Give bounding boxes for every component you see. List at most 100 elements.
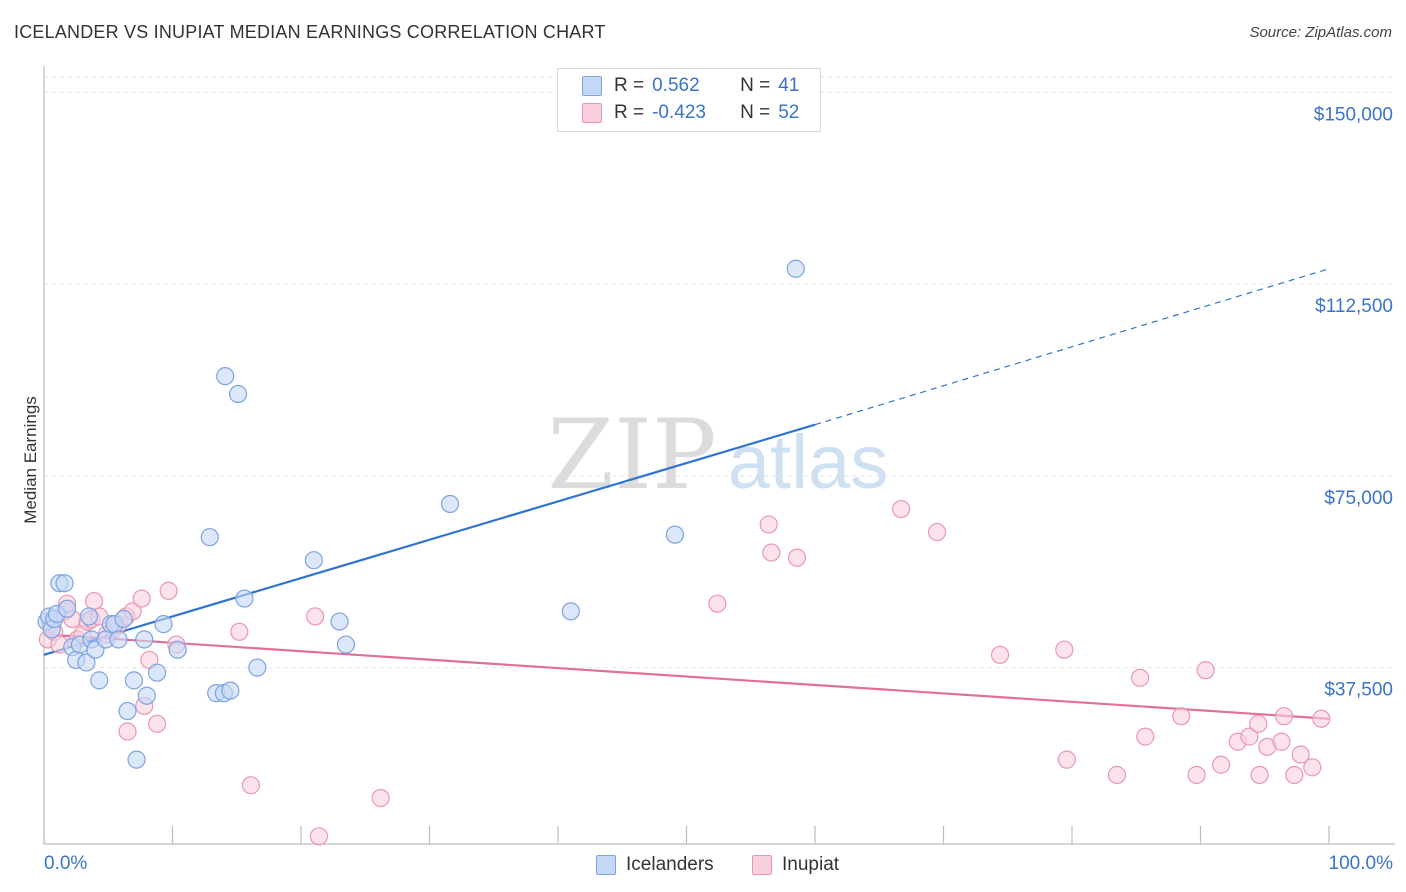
point-icelanders: [77, 653, 96, 672]
point-icelanders: [168, 640, 187, 659]
trend-line-icelanders: [43, 423, 816, 656]
series-swatch-blue: [596, 855, 616, 875]
point-inupiat: [1136, 727, 1155, 746]
point-inupiat: [371, 788, 390, 808]
legend-swatch-pink: [582, 103, 602, 123]
point-icelanders: [221, 681, 240, 700]
point-inupiat: [1303, 758, 1322, 777]
point-icelanders: [561, 602, 580, 621]
trend-lines: [43, 268, 1330, 720]
trend-line-icelanders-extension: [814, 268, 1330, 426]
point-inupiat: [787, 548, 807, 567]
point-inupiat: [1274, 707, 1294, 726]
point-inupiat: [1211, 755, 1231, 774]
point-icelanders: [665, 525, 685, 544]
y-tick-label: $75,000: [1324, 488, 1393, 509]
point-icelanders: [786, 259, 805, 278]
axes: [43, 66, 1395, 845]
point-icelanders: [336, 635, 356, 654]
data-points: [37, 259, 1331, 846]
watermark-zip: ZIP: [547, 399, 716, 511]
point-inupiat: [759, 515, 778, 534]
x-tick-label: 0.0%: [44, 853, 87, 874]
point-icelanders: [127, 750, 146, 769]
point-icelanders: [58, 599, 77, 618]
point-inupiat: [1272, 732, 1291, 751]
point-icelanders: [200, 528, 219, 547]
y-tick-label: $150,000: [1314, 104, 1393, 125]
point-icelanders: [90, 671, 109, 690]
point-inupiat: [132, 589, 151, 608]
axis-labels: $37,500 $75,000 $112,500 $150,000 0.0% 100.0%…: [21, 104, 1393, 874]
point-inupiat: [159, 581, 178, 600]
series-swatch-pink: [752, 855, 772, 875]
watermark-atlas: atlas: [728, 420, 889, 505]
point-inupiat: [1250, 765, 1269, 785]
legend-r-label: R =: [614, 102, 645, 123]
point-inupiat: [85, 592, 104, 611]
point-inupiat: [1285, 765, 1304, 785]
point-icelanders: [330, 612, 349, 631]
point-icelanders: [135, 630, 154, 649]
chart-title: ICELANDER VS INUPIAT MEDIAN EARNINGS COR…: [14, 22, 606, 42]
legend-swatch-blue: [582, 76, 602, 96]
grid-lines: [44, 76, 1395, 669]
point-icelanders: [440, 494, 460, 514]
point-inupiat: [1057, 750, 1076, 769]
legend-n-value: 41: [778, 75, 800, 96]
legend-row-icelanders: R = 0.562 N = 41: [582, 73, 799, 99]
point-icelanders: [79, 607, 99, 626]
point-inupiat: [1107, 765, 1127, 785]
point-inupiat: [1249, 714, 1268, 733]
point-inupiat: [1312, 709, 1331, 728]
point-inupiat: [1172, 707, 1191, 726]
legend-r-label: R =: [614, 75, 645, 96]
y-tick-label: $37,500: [1324, 680, 1393, 701]
point-inupiat: [1240, 727, 1259, 746]
legend-n-label: N =: [740, 102, 771, 123]
point-inupiat: [708, 594, 727, 613]
point-inupiat: [1291, 745, 1310, 764]
series-legend-inupiat[interactable]: Inupiat: [752, 852, 839, 878]
point-inupiat: [118, 722, 137, 741]
point-inupiat: [309, 827, 329, 846]
point-inupiat: [1196, 661, 1215, 680]
point-icelanders: [304, 551, 323, 570]
point-inupiat: [762, 543, 781, 562]
point-icelanders: [137, 686, 156, 705]
point-icelanders: [55, 574, 74, 593]
point-inupiat: [891, 499, 911, 519]
series-legend-label: Inupiat: [782, 854, 840, 875]
point-icelanders: [118, 701, 137, 721]
legend-r-value: 0.562: [652, 75, 700, 96]
point-icelanders: [147, 663, 167, 682]
series-legend: Icelanders Inupiat: [0, 852, 1406, 878]
point-inupiat: [927, 522, 947, 542]
point-icelanders: [216, 367, 235, 386]
chart-source: Source: ZipAtlas.com: [1249, 24, 1392, 41]
correlation-legend: R = 0.562 N = 41 R = -0.423 N = 52: [557, 68, 821, 132]
series-legend-icelanders[interactable]: Icelanders: [596, 852, 714, 878]
point-inupiat: [1055, 640, 1074, 659]
point-icelanders: [109, 630, 128, 649]
point-inupiat: [1131, 668, 1150, 687]
legend-r-value: -0.423: [652, 102, 706, 123]
x-tick-label: 100.0%: [1329, 853, 1394, 874]
y-axis-label: Median Earnings: [21, 396, 40, 524]
point-icelanders: [235, 589, 254, 608]
point-icelanders: [114, 609, 133, 629]
point-icelanders: [154, 615, 173, 634]
point-icelanders: [228, 384, 248, 404]
point-inupiat: [147, 714, 167, 733]
point-inupiat: [241, 776, 260, 795]
series-legend-label: Icelanders: [626, 854, 714, 875]
legend-n-value: 52: [778, 102, 800, 123]
legend-row-inupiat: R = -0.423 N = 52: [582, 100, 799, 126]
point-inupiat: [306, 607, 325, 626]
y-tick-label: $112,500: [1315, 296, 1393, 317]
point-inupiat: [230, 622, 249, 641]
legend-n-label: N =: [740, 75, 771, 96]
point-inupiat: [1187, 765, 1206, 785]
